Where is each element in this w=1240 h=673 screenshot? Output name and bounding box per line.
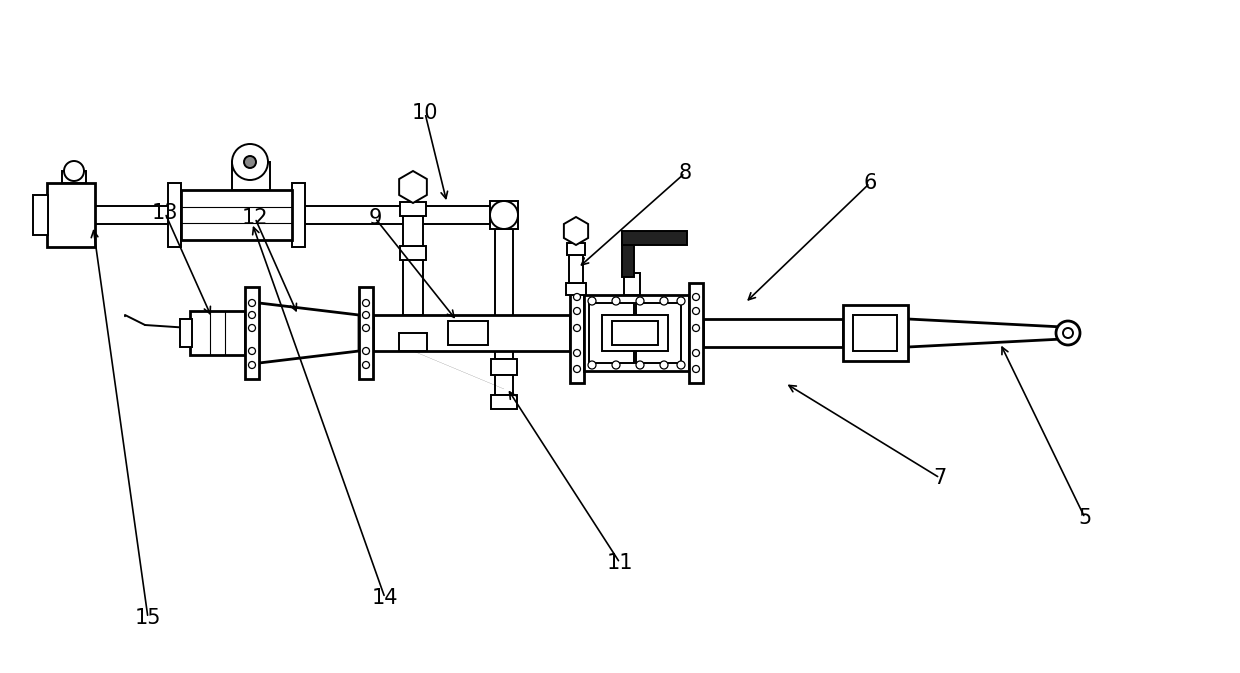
Circle shape bbox=[490, 201, 518, 229]
Circle shape bbox=[573, 349, 580, 357]
Bar bbox=[624, 273, 640, 295]
Circle shape bbox=[362, 324, 370, 332]
Circle shape bbox=[692, 349, 699, 357]
Bar bbox=[232, 162, 270, 190]
Polygon shape bbox=[564, 217, 588, 245]
Bar bbox=[399, 333, 427, 351]
Bar bbox=[622, 232, 634, 277]
Circle shape bbox=[692, 293, 699, 301]
Bar bbox=[373, 315, 570, 351]
Circle shape bbox=[362, 312, 370, 318]
Polygon shape bbox=[399, 171, 427, 203]
Circle shape bbox=[588, 361, 596, 369]
Text: 14: 14 bbox=[372, 588, 398, 608]
Bar bbox=[401, 202, 427, 216]
Text: 13: 13 bbox=[151, 203, 179, 223]
Bar bbox=[569, 255, 583, 283]
Circle shape bbox=[692, 324, 699, 332]
Polygon shape bbox=[908, 319, 1063, 347]
Text: 6: 6 bbox=[863, 173, 877, 193]
Bar bbox=[853, 315, 897, 351]
Text: 10: 10 bbox=[412, 103, 438, 123]
Bar bbox=[305, 206, 505, 224]
Bar bbox=[613, 321, 658, 345]
Bar bbox=[843, 305, 908, 361]
Bar bbox=[703, 319, 843, 347]
Bar bbox=[589, 303, 634, 363]
Text: 15: 15 bbox=[135, 608, 161, 628]
Bar bbox=[33, 195, 48, 235]
Bar bbox=[490, 201, 518, 229]
Text: 7: 7 bbox=[934, 468, 946, 488]
Circle shape bbox=[573, 324, 580, 332]
Circle shape bbox=[1056, 321, 1080, 345]
Circle shape bbox=[232, 144, 268, 180]
Bar bbox=[570, 283, 584, 383]
Bar bbox=[180, 319, 192, 347]
Circle shape bbox=[244, 156, 255, 168]
Bar bbox=[401, 246, 427, 260]
Circle shape bbox=[573, 365, 580, 372]
Circle shape bbox=[362, 299, 370, 306]
Bar bbox=[565, 283, 587, 295]
Circle shape bbox=[248, 361, 255, 369]
Circle shape bbox=[692, 365, 699, 372]
Bar bbox=[584, 295, 689, 371]
Circle shape bbox=[64, 161, 84, 181]
Bar bbox=[246, 287, 259, 379]
Bar bbox=[491, 359, 517, 375]
Circle shape bbox=[1063, 328, 1073, 338]
Bar bbox=[622, 231, 687, 245]
Text: 5: 5 bbox=[1079, 508, 1091, 528]
Bar bbox=[291, 183, 305, 247]
Circle shape bbox=[573, 293, 580, 301]
Bar bbox=[181, 190, 291, 240]
Bar bbox=[448, 321, 489, 345]
Circle shape bbox=[613, 297, 620, 305]
Circle shape bbox=[636, 297, 644, 305]
Circle shape bbox=[362, 347, 370, 355]
Text: 12: 12 bbox=[242, 208, 268, 228]
Bar bbox=[47, 183, 95, 247]
Bar bbox=[360, 287, 373, 379]
Bar bbox=[495, 229, 513, 359]
Circle shape bbox=[248, 347, 255, 355]
Bar bbox=[190, 311, 246, 355]
Circle shape bbox=[248, 312, 255, 318]
Circle shape bbox=[573, 308, 580, 314]
Bar bbox=[491, 395, 517, 409]
Bar bbox=[601, 315, 668, 351]
Bar bbox=[636, 303, 681, 363]
Bar bbox=[403, 260, 423, 315]
Polygon shape bbox=[259, 303, 360, 363]
Bar bbox=[567, 243, 585, 255]
Circle shape bbox=[362, 361, 370, 369]
Circle shape bbox=[636, 361, 644, 369]
Text: 11: 11 bbox=[606, 553, 634, 573]
Circle shape bbox=[660, 297, 668, 305]
Bar bbox=[167, 183, 181, 247]
Circle shape bbox=[248, 324, 255, 332]
Circle shape bbox=[677, 297, 684, 305]
Bar bbox=[95, 206, 215, 224]
Text: 8: 8 bbox=[678, 163, 692, 183]
Bar bbox=[62, 171, 86, 183]
Circle shape bbox=[660, 361, 668, 369]
Circle shape bbox=[677, 361, 684, 369]
Bar bbox=[495, 375, 513, 395]
Text: 9: 9 bbox=[368, 208, 382, 228]
Circle shape bbox=[613, 361, 620, 369]
Bar bbox=[689, 283, 703, 383]
Bar bbox=[403, 216, 423, 246]
Circle shape bbox=[692, 308, 699, 314]
Circle shape bbox=[248, 299, 255, 306]
Circle shape bbox=[588, 297, 596, 305]
